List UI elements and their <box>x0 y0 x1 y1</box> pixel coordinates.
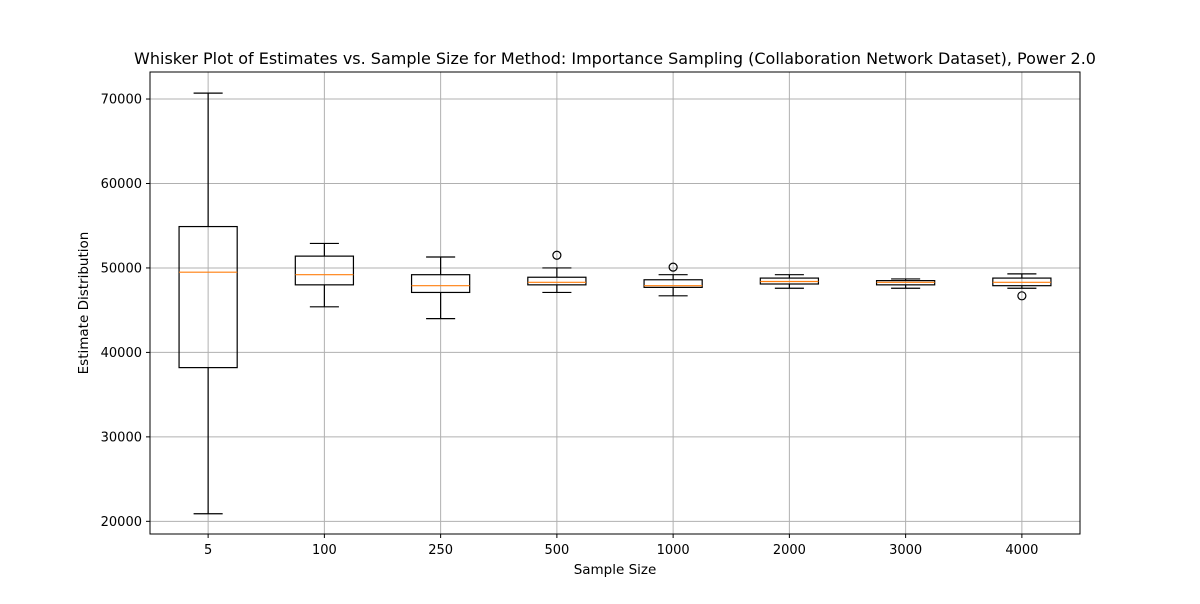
x-tick-label: 250 <box>428 543 453 558</box>
box-body <box>294 255 355 286</box>
x-axis-label: Sample Size <box>574 562 657 578</box>
y-tick-label: 50000 <box>101 261 142 276</box>
x-tick-label: 2000 <box>773 543 806 558</box>
y-tick-label: 30000 <box>101 430 142 445</box>
box-500 <box>527 250 587 294</box>
x-tick-label: 500 <box>544 543 569 558</box>
plot-frame <box>149 71 1081 535</box>
box-body <box>178 225 238 369</box>
x-tick-label: 5 <box>204 543 212 558</box>
box-body <box>643 279 703 288</box>
box-body <box>410 274 471 294</box>
box-2000 <box>759 274 820 289</box>
box-250 <box>410 256 471 320</box>
y-tick-label: 60000 <box>101 177 142 192</box>
y-tick-label: 40000 <box>101 346 142 361</box>
outlier-point <box>668 262 678 272</box>
grid-layer <box>150 72 1080 534</box>
x-tick-label: 100 <box>312 543 337 558</box>
box-1000 <box>643 262 703 297</box>
box-5 <box>178 92 238 515</box>
box-body <box>527 276 587 286</box>
outlier-point <box>552 250 562 260</box>
box-100 <box>294 242 355 308</box>
tick-layer: 20000 30000 40000 50000 60000 70000 5 100 250 500… <box>101 93 1039 558</box>
box-4000 <box>992 273 1052 301</box>
y-tick-label: 70000 <box>101 93 142 108</box>
outlier-point <box>1017 291 1027 301</box>
x-tick-label: 1000 <box>657 543 690 558</box>
chart-title: Whisker Plot of Estimates vs. Sample Siz… <box>134 49 1096 68</box>
box-layer <box>178 92 1052 515</box>
x-tick-label: 3000 <box>889 543 922 558</box>
y-axis-label: Estimate Distribution <box>76 232 92 375</box>
y-tick-label: 20000 <box>101 515 142 530</box>
box-3000 <box>875 278 936 289</box>
x-tick-label: 4000 <box>1005 543 1038 558</box>
